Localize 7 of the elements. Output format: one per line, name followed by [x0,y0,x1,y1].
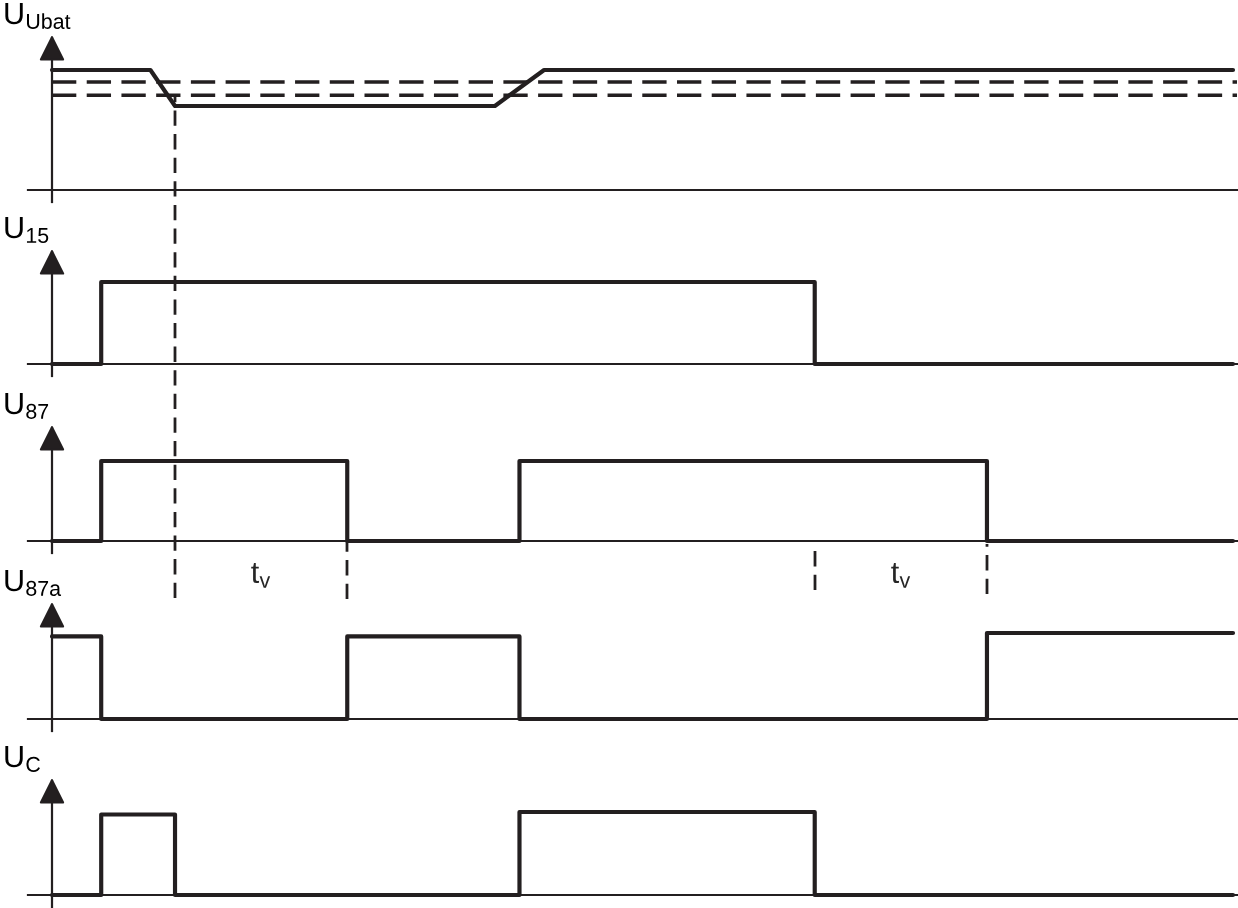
y-axis-title: U$_{C}$ [5,745,40,772]
y-axis-title: U$_{87}$ [5,392,49,419]
y-axis-title: U$_{87a}$ [5,569,62,596]
text: t$_{v}$ [891,563,911,588]
text: t$_{v}$ [251,563,271,588]
y-axis-title: U$_{15}$ [5,216,49,243]
y-axis-title: U$_{Ubat}$ [5,2,71,29]
